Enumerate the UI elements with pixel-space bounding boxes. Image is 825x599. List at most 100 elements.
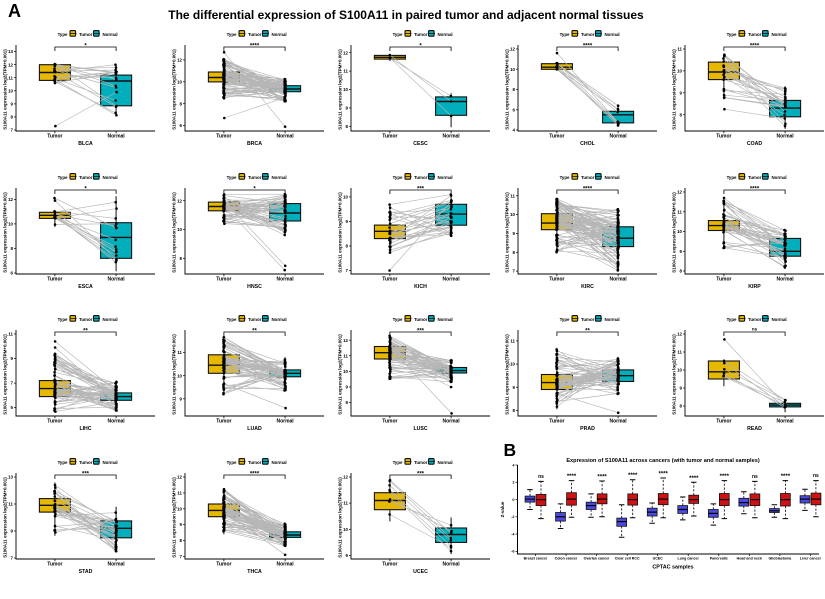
svg-text:UCEC: UCEC (413, 568, 428, 574)
svg-text:Normal: Normal (103, 32, 118, 37)
svg-text:Normal: Normal (103, 317, 118, 322)
svg-text:9: 9 (11, 528, 14, 533)
svg-text:10: 10 (8, 88, 13, 93)
svg-text:LUAD: LUAD (247, 426, 262, 432)
svg-text:8: 8 (680, 112, 683, 117)
svg-text:Breast cancer: Breast cancer (524, 557, 548, 561)
svg-text:11: 11 (510, 339, 515, 344)
svg-text:ns: ns (538, 474, 544, 480)
svg-text:9: 9 (513, 231, 516, 236)
svg-text:9: 9 (11, 356, 14, 361)
svg-text:9: 9 (346, 553, 349, 558)
svg-text:Type: Type (393, 32, 403, 37)
svg-text:Normal: Normal (776, 276, 794, 282)
svg-text:Normal: Normal (103, 175, 118, 180)
svg-text:****: **** (781, 474, 791, 480)
svg-text:S100A11 expression log2(TPM+0.: S100A11 expression log2(TPM+0.001) (505, 334, 510, 415)
svg-text:Type: Type (727, 32, 737, 37)
svg-text:Type: Type (560, 317, 570, 322)
svg-text:Tumor: Tumor (382, 561, 397, 567)
svg-text:Tumor: Tumor (248, 175, 262, 180)
svg-text:****: **** (659, 472, 669, 478)
svg-text:11: 11 (8, 332, 13, 337)
svg-text:ns: ns (813, 473, 819, 479)
svg-text:Tumor: Tumor (549, 276, 564, 282)
svg-text:11: 11 (177, 350, 182, 355)
svg-text:Normal: Normal (272, 317, 287, 322)
svg-text:Tumor: Tumor (414, 32, 428, 37)
svg-text:Tumor: Tumor (581, 32, 595, 37)
svg-text:Normal: Normal (276, 276, 294, 282)
svg-text:CPTAC samples: CPTAC samples (652, 565, 693, 571)
svg-text:8: 8 (346, 243, 349, 248)
svg-text:11: 11 (677, 350, 682, 355)
svg-text:12: 12 (8, 62, 13, 67)
svg-text:Tumor: Tumor (216, 561, 231, 567)
svg-text:LUSC: LUSC (413, 426, 427, 432)
svg-text:Tumor: Tumor (748, 32, 762, 37)
svg-text:Tumor: Tumor (216, 419, 231, 425)
svg-text:Tumor: Tumor (581, 317, 595, 322)
svg-text:BLCA: BLCA (78, 141, 93, 147)
svg-text:Tumor: Tumor (414, 317, 428, 322)
svg-text:Normal: Normal (609, 134, 627, 140)
svg-text:Lung cancer: Lung cancer (678, 557, 700, 561)
svg-text:****: **** (689, 476, 699, 482)
svg-text:10: 10 (343, 526, 348, 531)
svg-text:S100A11 expression log2(TPM+0.: S100A11 expression log2(TPM+0.001) (338, 49, 343, 130)
svg-text:Normal: Normal (103, 460, 118, 465)
svg-text:11: 11 (343, 500, 348, 505)
svg-text:8: 8 (513, 87, 516, 92)
svg-text:11: 11 (8, 75, 13, 80)
svg-text:*: * (253, 186, 256, 192)
svg-text:Normal: Normal (438, 175, 453, 180)
svg-text:11: 11 (677, 209, 682, 214)
svg-text:***: *** (417, 329, 425, 335)
svg-text:Normal: Normal (442, 276, 460, 282)
svg-text:****: **** (720, 474, 730, 480)
svg-text:Type: Type (58, 175, 68, 180)
svg-text:9: 9 (680, 386, 683, 391)
svg-text:12: 12 (343, 474, 348, 479)
svg-text:Normal: Normal (276, 561, 294, 567)
svg-text:Normal: Normal (776, 134, 794, 140)
svg-text:Normal: Normal (272, 460, 287, 465)
svg-text:Normal: Normal (605, 175, 620, 180)
svg-text:12: 12 (177, 474, 182, 479)
svg-text:****: **** (750, 44, 760, 50)
svg-text:12: 12 (677, 332, 682, 337)
svg-text:**: ** (585, 329, 590, 335)
svg-text:Tumor: Tumor (79, 32, 93, 37)
svg-text:12: 12 (677, 189, 682, 194)
svg-text:Tumor: Tumor (216, 134, 231, 140)
svg-text:Tumor: Tumor (47, 276, 62, 282)
svg-text:Type: Type (393, 460, 403, 465)
svg-text:Tumor: Tumor (79, 175, 93, 180)
svg-text:CHOL: CHOL (580, 141, 596, 147)
svg-text:11: 11 (510, 193, 515, 198)
svg-text:12: 12 (343, 50, 348, 55)
svg-text:9: 9 (180, 396, 183, 401)
svg-text:Colon cancer: Colon cancer (555, 557, 578, 561)
svg-text:*: * (84, 44, 87, 50)
svg-text:10: 10 (677, 229, 682, 234)
svg-text:S100A11 expression log2(TPM+0.: S100A11 expression log2(TPM+0.001) (3, 334, 8, 415)
svg-text:READ: READ (747, 426, 762, 432)
svg-text:8: 8 (513, 249, 516, 254)
svg-text:9: 9 (346, 106, 349, 111)
svg-text:9: 9 (680, 90, 683, 95)
svg-text:S100A11 expression log2(TPM+0.: S100A11 expression log2(TPM+0.001) (338, 334, 343, 415)
svg-text:ns: ns (752, 327, 758, 332)
svg-text:CESC: CESC (413, 141, 428, 147)
svg-text:Tumor: Tumor (716, 134, 731, 140)
svg-text:**: ** (252, 329, 257, 335)
svg-text:Tumor: Tumor (216, 276, 231, 282)
svg-text:Pancreatic: Pancreatic (710, 557, 728, 561)
svg-text:Tumor: Tumor (748, 175, 762, 180)
svg-text:Clear cell RCC: Clear cell RCC (615, 557, 640, 561)
svg-text:10: 10 (510, 67, 515, 72)
svg-text:-6: -6 (511, 550, 514, 554)
svg-text:10: 10 (343, 87, 348, 92)
svg-text:Tumor: Tumor (47, 561, 62, 567)
svg-text:Tumor: Tumor (581, 175, 595, 180)
